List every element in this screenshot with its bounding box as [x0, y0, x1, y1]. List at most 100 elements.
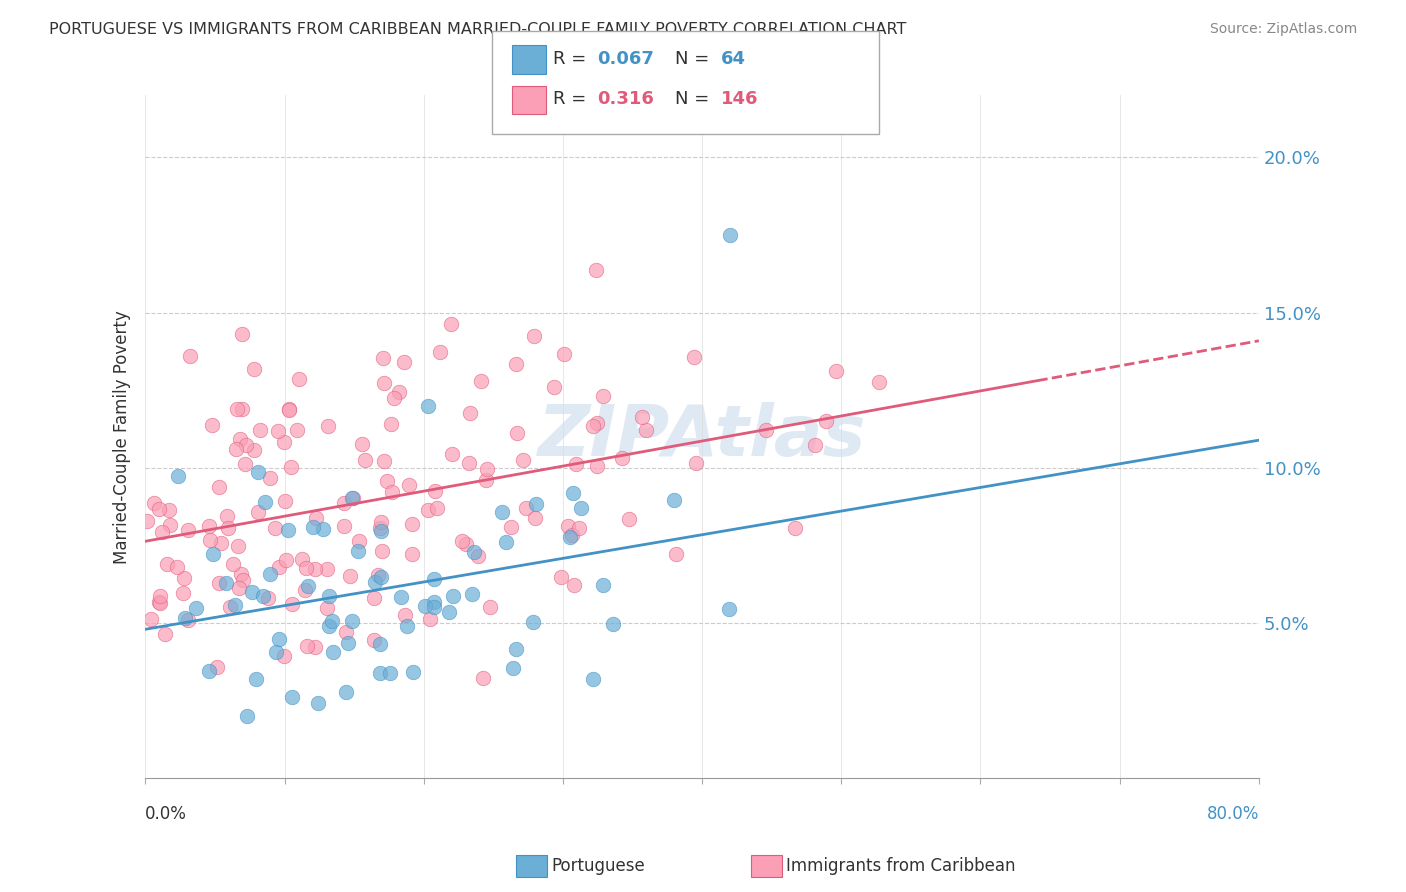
- Point: [307, 696, 329, 710]
- Text: 146: 146: [721, 90, 759, 108]
- Point: [215, 576, 238, 591]
- Point: [347, 544, 370, 558]
- Point: [439, 606, 461, 620]
- Point: [550, 570, 572, 584]
- Point: [179, 349, 201, 363]
- Point: [150, 524, 173, 539]
- Point: [419, 612, 441, 626]
- Point: [156, 557, 179, 571]
- Point: [315, 600, 337, 615]
- Text: 0.316: 0.316: [598, 90, 654, 108]
- Point: [423, 484, 446, 499]
- Point: [318, 589, 340, 603]
- Point: [423, 599, 446, 614]
- Point: [665, 547, 688, 561]
- Point: [413, 599, 436, 613]
- Point: [278, 402, 301, 417]
- Point: [396, 619, 419, 633]
- Point: [316, 419, 339, 434]
- Y-axis label: Married-Couple Family Poverty: Married-Couple Family Poverty: [114, 310, 131, 564]
- Point: [471, 672, 494, 686]
- Point: [368, 637, 391, 651]
- Point: [335, 624, 357, 639]
- Point: [281, 598, 304, 612]
- Text: Source: ZipAtlas.com: Source: ZipAtlas.com: [1209, 22, 1357, 37]
- Point: [475, 462, 498, 476]
- Point: [264, 645, 287, 659]
- Point: [267, 560, 290, 574]
- Point: [139, 612, 162, 626]
- Text: 80.0%: 80.0%: [1206, 805, 1258, 823]
- Point: [375, 475, 398, 489]
- Point: [470, 374, 492, 388]
- Point: [336, 636, 359, 650]
- Point: [166, 560, 188, 574]
- Point: [259, 566, 281, 581]
- Point: [205, 659, 228, 673]
- Point: [305, 511, 328, 525]
- Point: [166, 469, 188, 483]
- Point: [226, 539, 249, 553]
- Point: [235, 458, 257, 472]
- Point: [458, 406, 481, 420]
- Point: [565, 457, 588, 471]
- Point: [581, 418, 603, 433]
- Point: [602, 617, 624, 632]
- Point: [824, 364, 846, 378]
- Point: [217, 521, 239, 535]
- Point: [288, 372, 311, 386]
- Point: [558, 530, 581, 544]
- Point: [316, 561, 339, 575]
- Point: [364, 574, 387, 589]
- Point: [297, 579, 319, 593]
- Point: [523, 511, 546, 525]
- Point: [254, 495, 277, 509]
- Point: [458, 456, 481, 470]
- Point: [228, 432, 250, 446]
- Text: R =: R =: [553, 90, 586, 108]
- Point: [256, 591, 278, 606]
- Point: [148, 501, 170, 516]
- Point: [246, 505, 269, 519]
- Point: [291, 552, 314, 566]
- Point: [506, 426, 529, 441]
- Point: [231, 402, 253, 417]
- Text: ZIPAtlas: ZIPAtlas: [538, 402, 866, 471]
- Point: [226, 401, 249, 416]
- Text: Portuguese: Portuguese: [551, 857, 645, 875]
- Point: [149, 590, 172, 604]
- Point: [177, 524, 200, 538]
- Point: [401, 547, 423, 561]
- Point: [512, 453, 534, 467]
- Point: [461, 587, 484, 601]
- Point: [285, 423, 308, 437]
- Point: [280, 460, 302, 475]
- Point: [294, 582, 316, 597]
- Point: [148, 595, 170, 609]
- Point: [523, 329, 546, 343]
- Point: [804, 438, 827, 452]
- Point: [172, 586, 194, 600]
- Point: [142, 496, 165, 510]
- Point: [441, 447, 464, 461]
- Point: [173, 571, 195, 585]
- Point: [543, 380, 565, 394]
- Point: [634, 423, 657, 437]
- Text: N =: N =: [675, 50, 709, 68]
- Point: [685, 456, 707, 470]
- Point: [222, 557, 245, 571]
- Point: [586, 459, 609, 474]
- Point: [177, 613, 200, 627]
- Point: [557, 518, 579, 533]
- Point: [586, 416, 609, 430]
- Point: [231, 327, 253, 342]
- Point: [569, 501, 592, 516]
- Point: [159, 518, 181, 533]
- Point: [347, 533, 370, 548]
- Point: [304, 640, 326, 655]
- Point: [524, 497, 547, 511]
- Point: [228, 581, 250, 595]
- Point: [273, 648, 295, 663]
- Point: [136, 514, 159, 528]
- Point: [370, 543, 392, 558]
